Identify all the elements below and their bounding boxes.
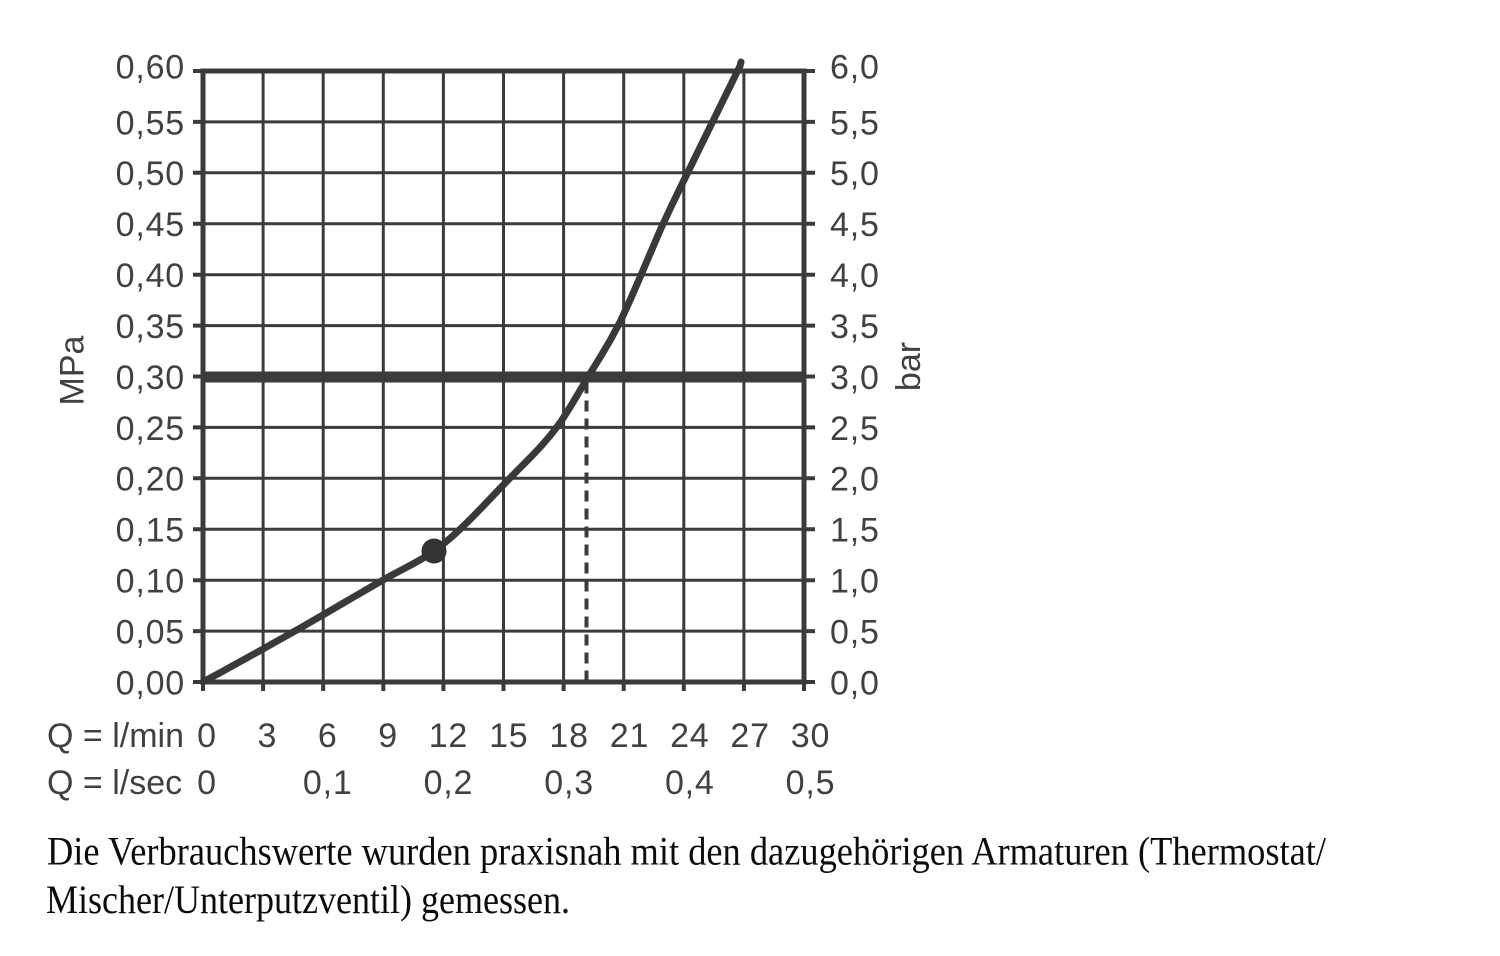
svg-text:0,30: 0,30 bbox=[116, 359, 185, 397]
svg-text:21: 21 bbox=[610, 717, 649, 755]
svg-text:0,2: 0,2 bbox=[424, 764, 474, 802]
svg-text:12: 12 bbox=[429, 717, 468, 755]
svg-text:4,0: 4,0 bbox=[830, 257, 880, 295]
svg-text:Q = l/sec: Q = l/sec bbox=[47, 764, 182, 802]
svg-text:0,5: 0,5 bbox=[830, 614, 880, 652]
svg-text:0,15: 0,15 bbox=[116, 512, 185, 550]
svg-text:0,20: 0,20 bbox=[116, 461, 185, 499]
svg-text:Q = l/min: Q = l/min bbox=[47, 717, 184, 755]
svg-text:0,0: 0,0 bbox=[830, 664, 880, 702]
svg-text:1,0: 1,0 bbox=[830, 563, 880, 601]
svg-text:0,50: 0,50 bbox=[116, 155, 185, 193]
svg-text:15: 15 bbox=[489, 717, 528, 755]
svg-text:27: 27 bbox=[730, 717, 769, 755]
svg-text:3,0: 3,0 bbox=[830, 359, 880, 397]
svg-text:0,00: 0,00 bbox=[116, 664, 185, 702]
svg-text:2,0: 2,0 bbox=[830, 461, 880, 499]
svg-text:0,55: 0,55 bbox=[116, 104, 185, 142]
svg-text:1,5: 1,5 bbox=[830, 512, 880, 550]
svg-text:6,0: 6,0 bbox=[830, 48, 880, 86]
svg-text:0,3: 0,3 bbox=[544, 764, 594, 802]
svg-text:0,45: 0,45 bbox=[116, 206, 185, 244]
svg-text:5,0: 5,0 bbox=[830, 155, 880, 193]
svg-text:30: 30 bbox=[791, 717, 830, 755]
svg-text:24: 24 bbox=[670, 717, 709, 755]
svg-text:0,05: 0,05 bbox=[116, 614, 185, 652]
svg-text:0,40: 0,40 bbox=[116, 257, 185, 295]
svg-text:3,5: 3,5 bbox=[830, 308, 880, 346]
svg-text:0,60: 0,60 bbox=[116, 48, 185, 86]
svg-text:0,5: 0,5 bbox=[786, 764, 836, 802]
svg-text:0,1: 0,1 bbox=[303, 764, 353, 802]
svg-text:6: 6 bbox=[318, 717, 338, 755]
svg-text:0,10: 0,10 bbox=[116, 563, 185, 601]
svg-text:9: 9 bbox=[378, 717, 398, 755]
svg-text:2,5: 2,5 bbox=[830, 410, 880, 448]
svg-text:0,25: 0,25 bbox=[116, 410, 185, 448]
svg-text:0,35: 0,35 bbox=[116, 308, 185, 346]
svg-text:0: 0 bbox=[197, 764, 217, 802]
svg-text:5,5: 5,5 bbox=[830, 104, 880, 142]
svg-text:MPa: MPa bbox=[54, 335, 92, 405]
svg-text:0,4: 0,4 bbox=[665, 764, 715, 802]
svg-text:Mischer/Unterputzventil) gemes: Mischer/Unterputzventil) gemessen. bbox=[46, 877, 570, 922]
svg-text:bar: bar bbox=[890, 342, 928, 391]
svg-text:4,5: 4,5 bbox=[830, 206, 880, 244]
svg-text:3: 3 bbox=[258, 717, 278, 755]
svg-text:18: 18 bbox=[549, 717, 588, 755]
svg-text:0: 0 bbox=[197, 717, 217, 755]
svg-text:Die Verbrauchswerte wurden pra: Die Verbrauchswerte wurden praxisnah mit… bbox=[47, 829, 1327, 874]
